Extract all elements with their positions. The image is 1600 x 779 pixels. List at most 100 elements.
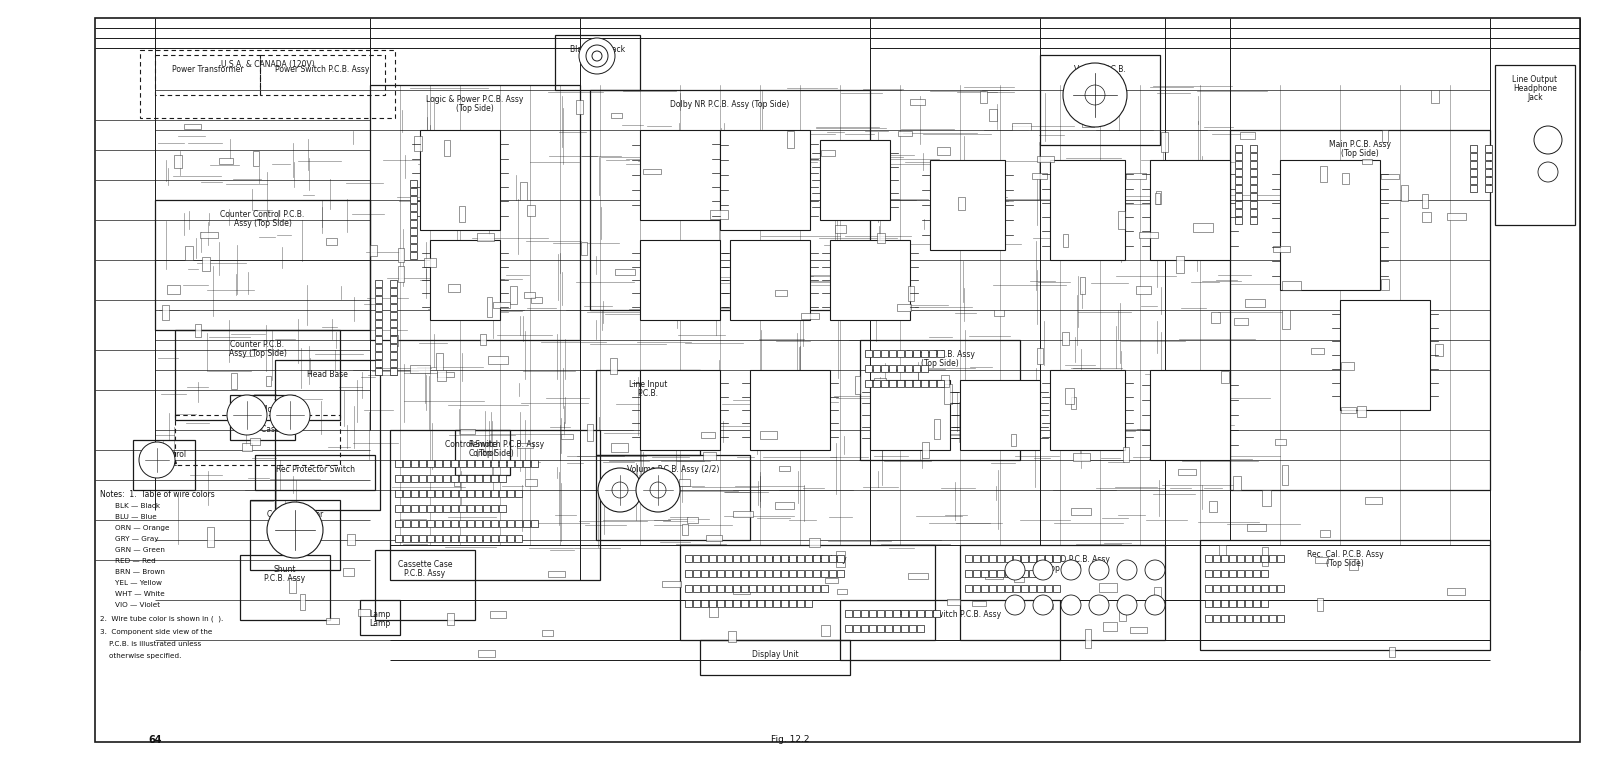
Bar [499, 460, 506, 467]
Bar [419, 490, 426, 497]
Circle shape [1005, 595, 1026, 615]
Bar [374, 304, 382, 311]
Text: Fig. 12.2: Fig. 12.2 [771, 735, 810, 744]
Bar [240, 555, 330, 620]
Bar [1045, 555, 1053, 562]
Bar [389, 335, 398, 346]
Bar [576, 100, 584, 115]
Bar [701, 555, 707, 562]
Text: Rec. Cal. LED P.C.B. Assy: Rec. Cal. LED P.C.B. Assy [1016, 555, 1109, 564]
Bar [395, 475, 402, 482]
Bar [515, 520, 522, 527]
Bar [467, 475, 474, 482]
Bar [1245, 570, 1251, 577]
Bar [1021, 555, 1027, 562]
Bar [1250, 185, 1258, 192]
Bar [1221, 570, 1229, 577]
Bar [510, 287, 517, 304]
Bar [893, 625, 899, 632]
Bar [1234, 477, 1242, 490]
Bar [486, 297, 493, 317]
Text: Main P.C.B. Assy: Main P.C.B. Assy [1330, 140, 1390, 149]
Bar [1250, 161, 1258, 168]
Bar [1235, 217, 1242, 224]
Bar [877, 233, 885, 243]
Bar [390, 304, 397, 311]
Bar [1229, 555, 1235, 562]
Bar [717, 585, 723, 592]
Bar [989, 570, 995, 577]
Bar [693, 585, 701, 592]
Bar [741, 585, 749, 592]
Circle shape [1146, 560, 1165, 580]
Bar [427, 535, 434, 542]
Bar [1221, 615, 1229, 622]
Bar [1341, 300, 1430, 410]
Bar [451, 490, 458, 497]
Bar [1014, 576, 1024, 583]
Bar [1381, 174, 1398, 179]
Bar [1237, 600, 1245, 607]
Bar [835, 551, 845, 566]
Bar [973, 555, 979, 562]
Text: (Top Side): (Top Side) [477, 449, 514, 458]
Bar [933, 610, 941, 617]
Bar [1205, 570, 1213, 577]
Bar [1277, 585, 1283, 592]
Bar [1235, 169, 1242, 176]
Bar [459, 475, 466, 482]
Bar [989, 109, 997, 121]
Bar [427, 460, 434, 467]
Text: Remote: Remote [467, 440, 498, 449]
Bar [374, 280, 382, 287]
Bar [1430, 90, 1438, 104]
Text: GRN — Green: GRN — Green [115, 547, 165, 553]
Bar [374, 288, 382, 295]
Bar [370, 85, 579, 340]
Bar [590, 90, 870, 310]
Text: 64: 64 [149, 735, 162, 745]
Bar [835, 224, 846, 233]
Bar [254, 455, 374, 490]
Bar [1072, 453, 1090, 461]
Bar [861, 340, 1021, 460]
Bar [861, 625, 867, 632]
Bar [941, 375, 949, 386]
Bar [390, 288, 397, 295]
Text: Rec. Cal. P.C.B. Assy: Rec. Cal. P.C.B. Assy [1307, 550, 1384, 559]
Text: Logic & Power P.C.B. Assy: Logic & Power P.C.B. Assy [426, 95, 523, 104]
Bar [1150, 370, 1230, 460]
Bar [427, 520, 434, 527]
Bar [1485, 185, 1491, 192]
Text: RED — Red: RED — Red [115, 558, 155, 564]
Text: Capstan Motor: Capstan Motor [267, 510, 323, 519]
Bar [874, 378, 885, 386]
Bar [491, 520, 498, 527]
Bar [693, 555, 701, 562]
Bar [914, 350, 920, 357]
Bar [398, 266, 403, 282]
Bar [459, 460, 466, 467]
Circle shape [1085, 85, 1106, 105]
Bar [710, 210, 728, 219]
Bar [419, 505, 426, 512]
Bar [531, 460, 538, 467]
Bar [1357, 406, 1366, 417]
Bar [250, 500, 339, 570]
Bar [733, 585, 739, 592]
Bar [866, 350, 872, 357]
Bar [854, 376, 861, 394]
Bar [1277, 615, 1283, 622]
Bar [933, 419, 941, 439]
Text: P.C.B.: P.C.B. [637, 389, 659, 398]
Bar [403, 535, 410, 542]
Bar [1446, 213, 1466, 220]
Bar [944, 384, 952, 404]
Bar [499, 520, 506, 527]
Circle shape [270, 395, 310, 435]
Bar [909, 286, 914, 301]
Circle shape [1034, 560, 1053, 580]
Bar [774, 502, 794, 509]
Bar [374, 336, 382, 343]
Bar [374, 550, 475, 620]
